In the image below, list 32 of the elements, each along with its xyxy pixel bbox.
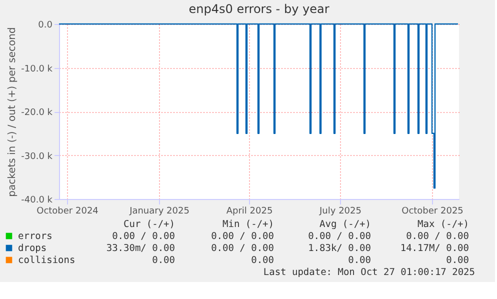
text: 33.30m/ 0.00 bbox=[106, 243, 176, 254]
text: Max (-/+) bbox=[418, 219, 469, 230]
y-tick-label: -20.0 k bbox=[21, 108, 54, 118]
text: Cur (-/+) bbox=[124, 219, 175, 230]
x-tick-label: October 2024 bbox=[36, 206, 99, 216]
text: 0.00 bbox=[152, 255, 176, 266]
y-tick-label: -30.0 k bbox=[21, 152, 54, 162]
x-tick-label: January 2025 bbox=[128, 206, 190, 216]
legend-label: errors bbox=[18, 231, 52, 242]
legend-label: collisions bbox=[18, 255, 76, 266]
text: 14.17M/ 0.00 bbox=[400, 243, 470, 254]
text: 0.00 bbox=[251, 255, 274, 266]
text: 0.00 / 0.00 bbox=[112, 231, 176, 242]
y-tick-label: -40.0 k bbox=[21, 196, 54, 206]
text: 0.00 bbox=[446, 255, 470, 266]
text: 1.83k/ 0.00 bbox=[308, 243, 372, 254]
text: 0.00 / 0.00 bbox=[211, 243, 274, 254]
text: 0.00 / 0.00 bbox=[406, 231, 470, 242]
chart-title: enp4s0 errors - by year bbox=[188, 2, 330, 16]
y-axis-title: packets in (-) / out (+) per second bbox=[7, 27, 18, 197]
x-tick-label: October 2025 bbox=[402, 206, 464, 216]
x-tick-label: April 2025 bbox=[226, 206, 273, 216]
legend-label: drops bbox=[18, 243, 47, 254]
text: 0.00 bbox=[348, 255, 372, 266]
y-tick-label: -10.0 k bbox=[21, 64, 54, 74]
y-tick-label: 0.0 bbox=[38, 20, 53, 30]
text: Min (-/+) bbox=[222, 219, 274, 230]
text: 0.00 / 0.00 bbox=[308, 231, 372, 242]
text: 0.00 / 0.00 bbox=[211, 231, 274, 242]
text: Last update: Mon Oct 27 01:00:17 2025 bbox=[263, 267, 475, 278]
text: Avg (-/+) bbox=[320, 219, 371, 230]
x-tick-label: July 2025 bbox=[318, 206, 362, 216]
